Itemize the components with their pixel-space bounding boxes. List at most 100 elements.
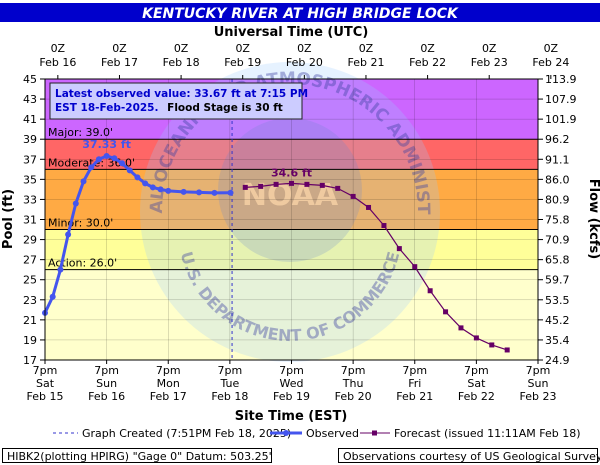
info-line-1: Latest observed value: 33.67 ft at 7:15 … (55, 88, 308, 100)
top-tick-time: 0Z (297, 42, 312, 55)
grid-lines (45, 79, 538, 360)
title-bar (0, 3, 600, 22)
bottom-tick-time: 7pm (33, 364, 58, 377)
top-tick-date: Feb 18 (163, 56, 200, 69)
bottom-tick-time: 7pm (526, 364, 551, 377)
footer-datum-text: HIBK2(plotting HPIRG) "Gage 0" Datum: 50… (7, 450, 272, 463)
left-tick-label: 43 (23, 93, 37, 106)
right-tick-label: 91.1 (545, 153, 570, 166)
left-tick-label: 31 (23, 214, 37, 227)
observed-point (134, 174, 141, 181)
bottom-tick-day: Sat (36, 377, 55, 390)
left-tick-label: 29 (23, 234, 37, 247)
top-tick-date: Feb 16 (39, 56, 76, 69)
left-tick-label: 33 (23, 193, 37, 206)
top-tick-date: Feb 17 (101, 56, 138, 69)
bottom-tick-time: 7pm (341, 364, 366, 377)
top-tick-time: 0Z (112, 42, 127, 55)
observed-point (165, 187, 172, 194)
forecast-point (304, 181, 310, 187)
bottom-tick-date: Feb 18 (211, 390, 248, 403)
bottom-tick-day: Thu (342, 377, 364, 390)
left-tick-label: 19 (23, 334, 37, 347)
left-tick-label: 23 (23, 294, 37, 307)
observed-point (196, 189, 203, 196)
forecast-point (350, 193, 356, 199)
observed-point (88, 164, 95, 171)
watermark-outer-circle (140, 62, 440, 362)
info-line-2: EST 18-Feb-2025. Flood Stage is 30 ft (55, 102, 283, 114)
bottom-tick-date: Feb 17 (150, 390, 187, 403)
forecast-line (245, 182, 508, 351)
observed-point (49, 293, 56, 300)
observed-point (72, 200, 79, 207)
band-moderate (45, 139, 538, 170)
observed-point (65, 231, 72, 238)
top-tick-time: 0Z (420, 42, 435, 55)
bottom-tick-time: 7pm (94, 364, 119, 377)
top-tick-date: Feb 22 (409, 56, 446, 69)
left-tick-label: 25 (23, 274, 37, 287)
plot-frame (44, 78, 539, 361)
top-tick-date: Feb 23 (471, 56, 508, 69)
bottom-tick-time: 7pm (464, 364, 489, 377)
right-axis-title: Flow (kcfs) (586, 179, 600, 259)
left-tick-label: 41 (23, 113, 37, 126)
footer-credit: Observations courtesy of US Geological S… (338, 448, 600, 463)
right-tick-label: 45.2 (545, 314, 570, 327)
legend-observed-marker (283, 430, 289, 436)
band-label-action: Action: 26.0' (48, 257, 117, 270)
forecast-crest-label: 34.6 ft (271, 166, 312, 179)
left-tick-label: 37 (23, 153, 37, 166)
forecast-point (381, 223, 387, 229)
bottom-tick-day: Sun (528, 377, 549, 390)
right-tick-label: 107.9 (545, 93, 577, 106)
bottom-tick-time: 7pm (218, 364, 243, 377)
band-action (45, 229, 538, 270)
observed-point (227, 189, 234, 196)
bottom-tick-date: Feb 22 (458, 390, 495, 403)
left-axis-title: Pool (ft) (1, 189, 16, 249)
observed-point (180, 188, 187, 195)
top-tick-date: Feb 20 (286, 56, 323, 69)
observed-point (103, 152, 110, 159)
forecast-point (242, 184, 248, 190)
legend-graph-created: Graph Created (7:51PM Feb 18, 2025) (82, 427, 291, 440)
info-line-2-date: EST 18-Feb-2025. (55, 102, 158, 114)
legend: Graph Created (7:51PM Feb 18, 2025) Obse… (53, 427, 581, 440)
forecast-point (366, 204, 372, 210)
bottom-tick-date: Feb 21 (396, 390, 433, 403)
bottom-tick-date: Feb 15 (27, 390, 64, 403)
bottom-tick-time: 7pm (156, 364, 181, 377)
forecast-point (473, 335, 479, 341)
bottom-tick-day: Mon (157, 377, 180, 390)
right-tick-label: 113.9 (545, 73, 577, 86)
left-axis-ticks: 17 19 21 23 25 27 29 31 33 35 37 39 41 43 45 (23, 73, 45, 367)
forecast-point (273, 181, 279, 187)
top-tick-time: 0Z (482, 42, 497, 55)
band-minor (45, 169, 538, 230)
right-tick-label: 80.9 (545, 193, 570, 206)
legend-forecast: Forecast (issued 11:11AM Feb 18) (394, 427, 581, 440)
right-tick-label: 24.9 (545, 354, 570, 367)
bottom-tick-day: Sun (96, 377, 117, 390)
observed-point (211, 189, 218, 196)
footer-datum: HIBK2(plotting HPIRG) "Gage 0" Datum: 50… (2, 448, 272, 463)
forecast-point (396, 246, 402, 252)
chart-title: KENTUCKY RIVER AT HIGH BRIDGE LOCK (142, 6, 459, 22)
legend-forecast-marker (372, 430, 377, 436)
info-flood-stage: Flood Stage is 30 ft (167, 102, 283, 114)
right-tick-label: 53.5 (545, 294, 570, 307)
observed-point (119, 160, 126, 167)
forecast-point (427, 288, 433, 294)
band-label-minor: Minor: 30.0' (48, 217, 113, 230)
forecast-point (458, 325, 464, 331)
top-tick-time: 0Z (51, 42, 66, 55)
right-tick-label: 59.7 (545, 274, 570, 287)
observed-point (111, 155, 118, 162)
forecast-point (289, 180, 294, 186)
observed-crest-label: 37.33 ft (82, 138, 131, 151)
